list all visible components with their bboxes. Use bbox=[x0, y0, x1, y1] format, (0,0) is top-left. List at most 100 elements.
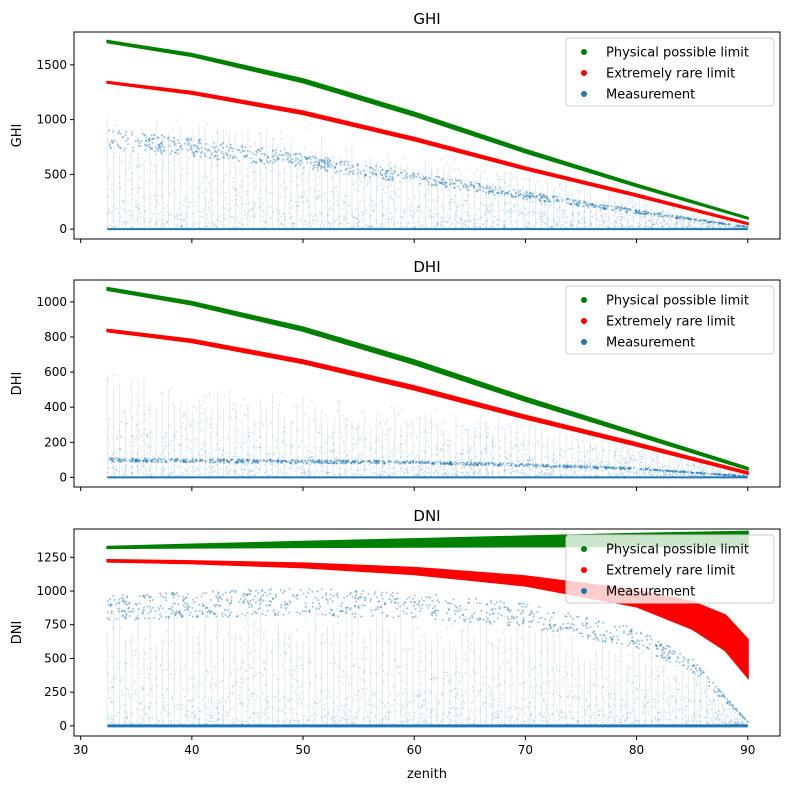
measurement-point bbox=[528, 463, 530, 466]
measurement-point bbox=[468, 194, 471, 196]
measurement-point bbox=[196, 468, 199, 471]
measurement-point bbox=[277, 219, 279, 222]
measurement-point bbox=[346, 455, 349, 457]
measurement-point bbox=[473, 223, 476, 225]
measurement-point-dense bbox=[474, 462, 477, 465]
measurement-point-dense bbox=[311, 460, 314, 463]
measurement-point-dense bbox=[271, 149, 274, 152]
measurement-point-dense bbox=[345, 461, 348, 464]
measurement-point-dense bbox=[291, 460, 294, 463]
measurement-point bbox=[379, 422, 382, 425]
measurement-point bbox=[417, 220, 419, 223]
measurement-point bbox=[523, 198, 525, 201]
measurement-point bbox=[703, 218, 706, 221]
measurement-point-dense bbox=[243, 155, 246, 158]
measurement-point-dense bbox=[318, 161, 321, 164]
measurement-point-dense bbox=[353, 461, 356, 464]
measurement-point bbox=[702, 470, 704, 472]
measurement-point bbox=[476, 218, 478, 221]
measurement-point-dense bbox=[130, 459, 133, 462]
measurement-point bbox=[265, 452, 267, 455]
measurement-point bbox=[193, 420, 196, 423]
measurement-point bbox=[119, 187, 122, 190]
measurement-point bbox=[650, 226, 653, 229]
measurement-point-dense bbox=[554, 195, 557, 198]
measurement-point bbox=[392, 200, 395, 203]
measurement-point bbox=[529, 198, 532, 201]
measurement-point bbox=[639, 474, 641, 477]
measurement-point bbox=[488, 211, 490, 214]
measurement-point-dense bbox=[448, 463, 451, 466]
measurement-point-dense bbox=[441, 182, 443, 185]
measurement-point bbox=[636, 472, 638, 475]
measurement-point bbox=[487, 472, 490, 474]
measurement-point-dense bbox=[678, 471, 681, 474]
measurement-point-dense bbox=[674, 470, 677, 472]
measurement-point-dense bbox=[360, 461, 363, 464]
measurement-point-dense bbox=[518, 463, 521, 466]
measurement-point bbox=[363, 465, 366, 467]
measurement-point bbox=[406, 471, 409, 474]
measurement-point bbox=[177, 163, 179, 166]
measurement-point bbox=[403, 473, 406, 475]
measurement-point bbox=[661, 225, 664, 228]
measurement-point bbox=[570, 224, 573, 226]
measurement-point-dense bbox=[588, 465, 591, 468]
measurement-point-dense bbox=[136, 139, 139, 142]
measurement-point bbox=[271, 435, 274, 437]
measurement-point bbox=[170, 443, 173, 446]
measurement-point bbox=[371, 447, 373, 450]
measurement-point bbox=[164, 436, 167, 439]
measurement-point bbox=[543, 473, 546, 476]
measurement-point bbox=[484, 447, 487, 450]
measurement-point-dense bbox=[724, 474, 726, 476]
measurement-point bbox=[414, 212, 416, 215]
measurement-point bbox=[272, 459, 274, 462]
measurement-point bbox=[364, 160, 366, 163]
measurement-point bbox=[296, 429, 299, 432]
measurement-point bbox=[131, 472, 133, 474]
measurement-point-dense bbox=[529, 463, 532, 466]
measurement-point bbox=[128, 155, 131, 158]
measurement-point bbox=[414, 225, 416, 228]
measurement-point bbox=[172, 129, 175, 132]
measurement-point bbox=[147, 468, 150, 470]
measurement-point bbox=[591, 449, 594, 452]
measurement-point bbox=[379, 457, 382, 460]
measurement-point bbox=[623, 225, 626, 228]
measurement-point bbox=[111, 211, 113, 214]
measurement-point bbox=[631, 226, 634, 228]
measurement-point-dense bbox=[485, 191, 487, 194]
measurement-point bbox=[426, 188, 429, 191]
measurement-point bbox=[524, 448, 527, 450]
measurement-point bbox=[494, 445, 497, 448]
measurement-point-dense bbox=[707, 221, 709, 224]
measurement-point-dense bbox=[556, 198, 559, 201]
measurement-point-dense bbox=[671, 214, 674, 217]
measurement-point-dense bbox=[514, 195, 517, 198]
measurement-point bbox=[195, 408, 198, 410]
measurement-point bbox=[510, 471, 512, 474]
measurement-point bbox=[504, 202, 506, 205]
measurement-point bbox=[311, 455, 313, 458]
measurement-point bbox=[714, 470, 716, 473]
measurement-point bbox=[711, 221, 714, 224]
measurement-point bbox=[440, 221, 442, 224]
measurement-point-dense bbox=[204, 460, 207, 462]
measurement-point bbox=[584, 221, 586, 224]
measurement-point bbox=[176, 218, 179, 221]
measurement-point bbox=[175, 119, 178, 122]
measurement-point bbox=[692, 474, 695, 477]
measurement-point bbox=[694, 474, 697, 476]
measurement-point-dense bbox=[212, 461, 215, 464]
measurement-point bbox=[614, 225, 616, 228]
measurement-point bbox=[160, 188, 163, 191]
measurement-point bbox=[665, 465, 668, 468]
measurement-point-dense bbox=[241, 144, 244, 147]
measurement-point bbox=[517, 188, 519, 191]
measurement-point bbox=[454, 213, 456, 216]
measurement-point-dense bbox=[462, 186, 465, 189]
measurement-point bbox=[182, 474, 185, 476]
measurement-point bbox=[396, 209, 399, 212]
measurement-point bbox=[451, 474, 454, 477]
